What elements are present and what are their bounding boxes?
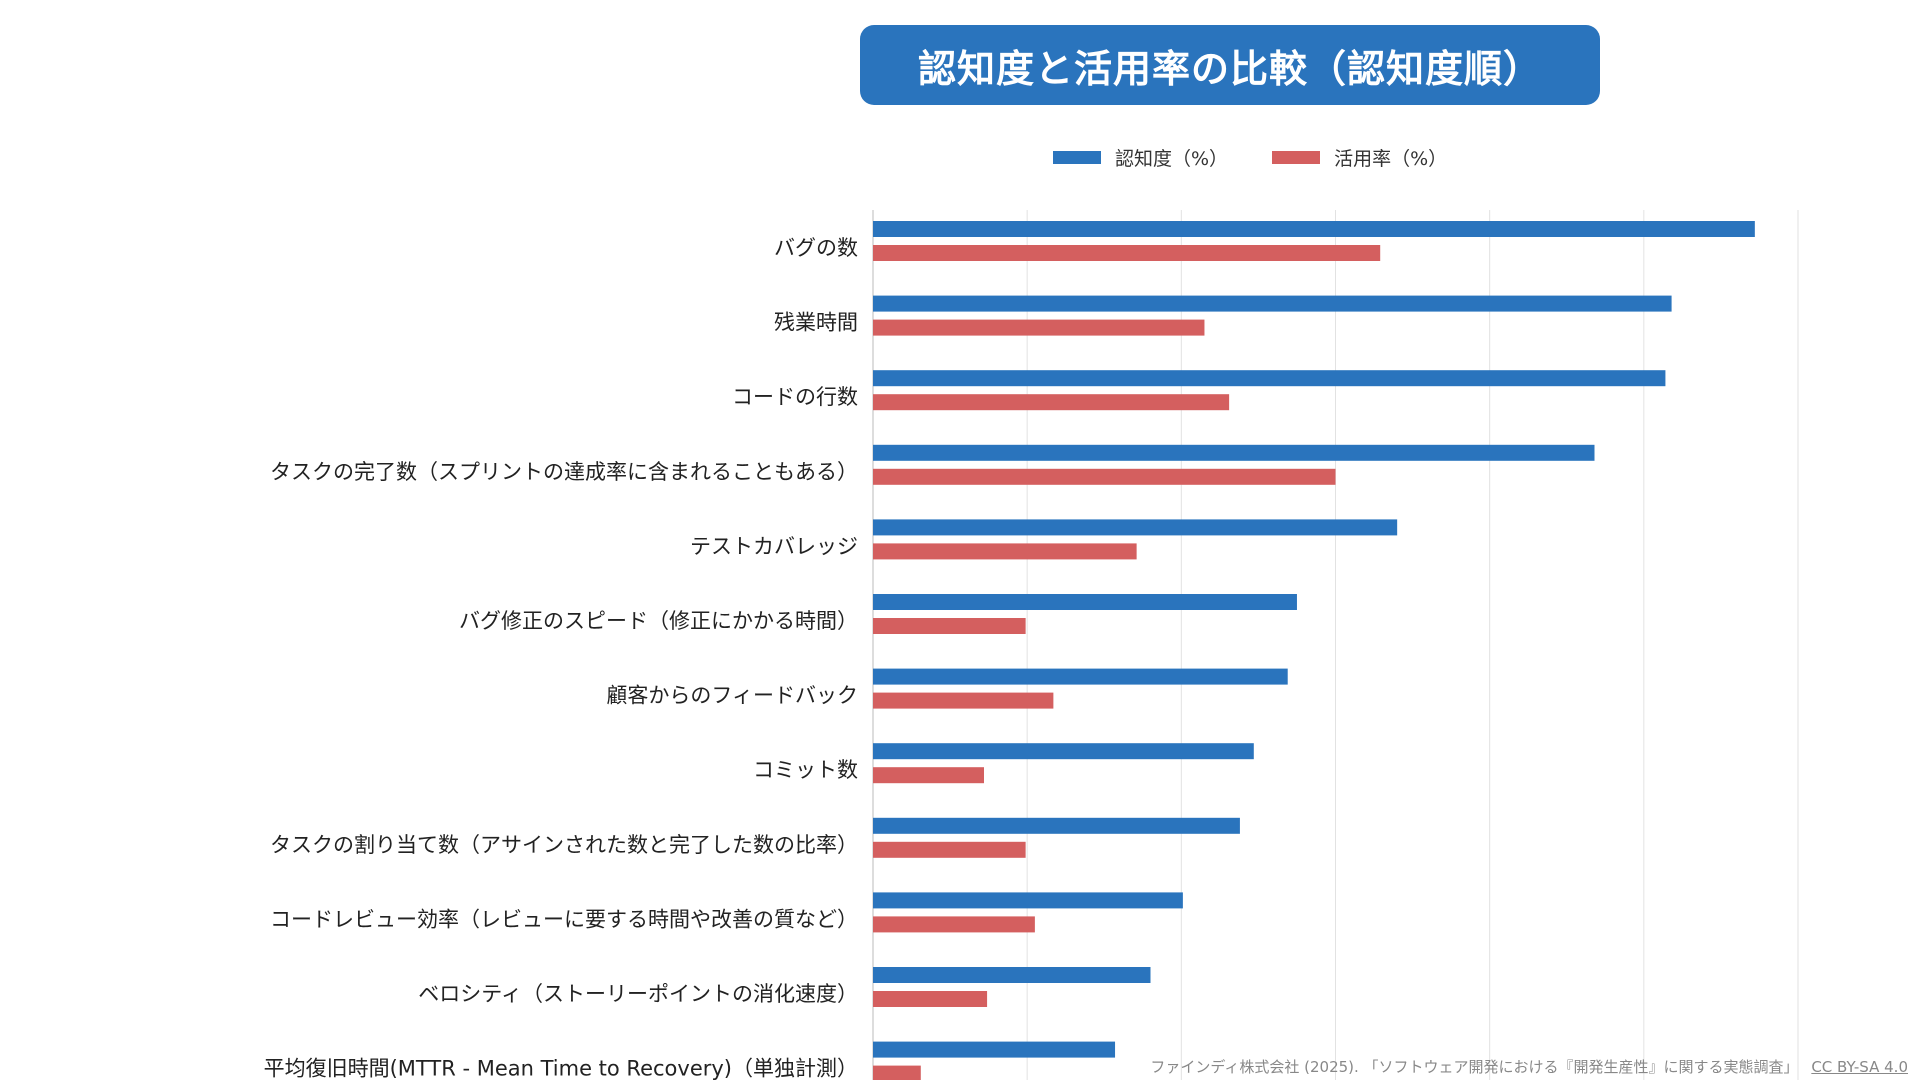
bar-awareness xyxy=(873,221,1755,237)
bar-usage xyxy=(873,319,1205,336)
bar-awareness xyxy=(873,444,1595,461)
bar-usage xyxy=(873,841,1026,858)
legend-label-usage: 活用率（%） xyxy=(1334,147,1448,170)
bar-awareness xyxy=(873,295,1672,312)
bar-usage xyxy=(873,394,1230,411)
bar-awareness xyxy=(873,594,1297,610)
chart-title: 認知度と活用率の比較（認知度順） xyxy=(860,25,1600,105)
category-label: 残業時間 xyxy=(774,311,858,335)
bar-usage xyxy=(873,767,984,784)
bar-usage xyxy=(873,245,1381,261)
bar-awareness xyxy=(873,1041,1116,1058)
bar-awareness xyxy=(873,967,1151,983)
bar-awareness xyxy=(873,743,1254,760)
bar-usage xyxy=(873,991,988,1007)
category-label: ベロシティ（ストーリーポイントの消化速度） xyxy=(418,982,858,1006)
category-label: タスクの完了数（スプリントの達成率に含まれることもある） xyxy=(270,460,858,484)
legend-label-awareness: 認知度（%） xyxy=(1115,147,1229,170)
license-link[interactable]: CC BY-SA 4.0 xyxy=(1811,1058,1908,1076)
legend-item-usage: 活用率（%） xyxy=(1272,144,1447,171)
legend-swatch-awareness xyxy=(1053,150,1101,164)
legend-swatch-usage xyxy=(1272,150,1321,164)
category-label: バグ修正のスピード（修正にかかる時間） xyxy=(459,609,858,633)
bar-awareness xyxy=(873,892,1183,909)
category-label: コードの行数 xyxy=(732,385,858,409)
source-text: ファインディ株式会社 (2025). 「ソフトウェア開発における『開発生産性』に… xyxy=(1150,1058,1799,1076)
bar-awareness xyxy=(873,817,1240,834)
bar-usage xyxy=(873,1065,921,1080)
bar-usage xyxy=(873,692,1054,709)
bar-usage xyxy=(873,468,1336,485)
category-label: 平均復旧時間(MTTR - Mean Time to Recovery)（単独計… xyxy=(264,1057,858,1080)
bar-usage xyxy=(873,916,1035,933)
category-label: タスクの割り当て数（アサインされた数と完了した数の比率） xyxy=(270,833,858,857)
category-label: バグの数 xyxy=(774,236,858,260)
category-label: 顧客からのフィードバック xyxy=(606,684,858,708)
legend-item-awareness: 認知度（%） xyxy=(1053,144,1228,171)
source-credit: ファインディ株式会社 (2025). 「ソフトウェア開発における『開発生産性』に… xyxy=(1150,1056,1908,1077)
category-label: テストカバレッジ xyxy=(690,534,858,558)
category-label: コミット数 xyxy=(753,758,858,782)
category-label: コードレビュー効率（レビューに要する時間や改善の質など） xyxy=(270,907,858,931)
bar-awareness xyxy=(873,519,1398,536)
bar-awareness xyxy=(873,668,1288,685)
bar-awareness xyxy=(873,370,1666,387)
bar-usage xyxy=(873,618,1026,634)
bar-usage xyxy=(873,543,1137,560)
legend: 認知度（%） 活用率（%） xyxy=(1053,144,1491,170)
